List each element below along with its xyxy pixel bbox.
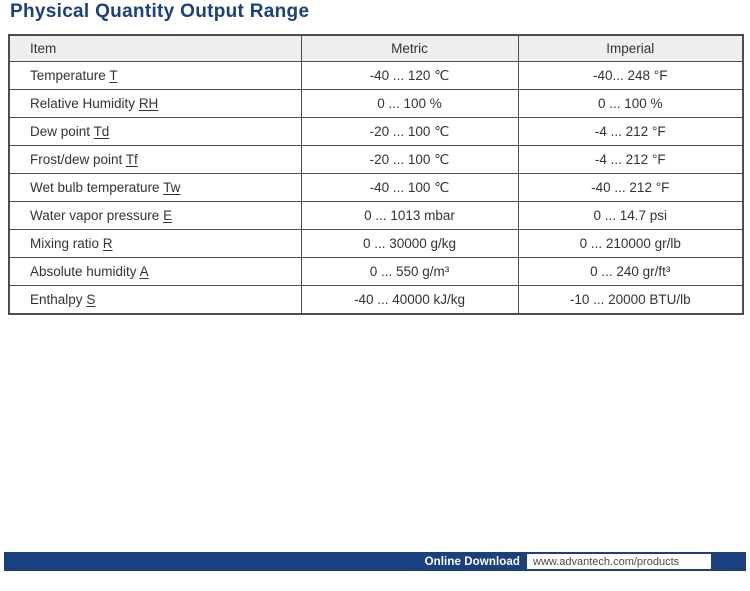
table-row: Wet bulb temperature Tw -40 ... 100 ℃ -4… xyxy=(8,173,744,202)
table-row: Enthalpy S -40 ... 40000 kJ/kg -10 ... 2… xyxy=(8,285,744,315)
imperial-cell: -40 ... 212 °F xyxy=(517,173,744,202)
metric-cell: 0 ... 100 % xyxy=(300,89,519,118)
item-symbol: Tf xyxy=(125,152,138,167)
item-label: Enthalpy xyxy=(30,292,83,307)
imperial-cell: 0 ... 14.7 psi xyxy=(517,201,744,230)
imperial-cell: -4 ... 212 °F xyxy=(517,117,744,146)
table-row: Absolute humidity A 0 ... 550 g/m³ 0 ...… xyxy=(8,257,744,286)
item-label: Wet bulb temperature xyxy=(30,180,160,195)
item-symbol: Tw xyxy=(163,180,181,195)
table-row: Water vapor pressure E 0 ... 1013 mbar 0… xyxy=(8,201,744,230)
table-row: Mixing ratio R 0 ... 30000 g/kg 0 ... 21… xyxy=(8,229,744,258)
metric-cell: -40 ... 120 ℃ xyxy=(300,61,519,90)
output-range-table: Item Metric Imperial Temperature T -40 .… xyxy=(8,34,744,315)
imperial-cell: 0 ... 100 % xyxy=(517,89,744,118)
item-symbol: T xyxy=(109,68,118,83)
item-label: Dew point xyxy=(30,124,91,139)
item-symbol: RH xyxy=(138,96,159,111)
item-label: Absolute humidity xyxy=(30,264,137,279)
metric-cell: 0 ... 550 g/m³ xyxy=(300,257,519,286)
item-cell: Temperature T xyxy=(8,61,302,90)
item-cell: Absolute humidity A xyxy=(8,257,302,286)
metric-cell: 0 ... 30000 g/kg xyxy=(300,229,519,258)
online-download-label: Online Download xyxy=(424,555,520,568)
item-symbol: E xyxy=(163,208,173,223)
footer-url: www.advantech.com/products xyxy=(533,555,680,568)
item-label: Frost/dew point xyxy=(30,152,123,167)
item-label: Water vapor pressure xyxy=(30,208,160,223)
item-label: Mixing ratio xyxy=(30,236,100,251)
item-symbol: Td xyxy=(93,124,110,139)
item-label: Temperature xyxy=(30,68,106,83)
metric-cell: 0 ... 1013 mbar xyxy=(300,201,519,230)
footer-bar: Online Download www.advantech.com/produc… xyxy=(4,552,746,571)
imperial-cell: 0 ... 210000 gr/lb xyxy=(517,229,744,258)
table-row: Relative Humidity RH 0 ... 100 % 0 ... 1… xyxy=(8,89,744,118)
metric-cell: -20 ... 100 ℃ xyxy=(300,145,519,174)
table-row: Temperature T -40 ... 120 ℃ -40... 248 °… xyxy=(8,61,744,90)
metric-cell: -40 ... 40000 kJ/kg xyxy=(300,285,519,315)
item-label: Relative Humidity xyxy=(30,96,136,111)
metric-cell: -20 ... 100 ℃ xyxy=(300,117,519,146)
page-title: Physical Quantity Output Range xyxy=(10,1,310,22)
item-cell: Dew point Td xyxy=(8,117,302,146)
item-symbol: S xyxy=(86,292,96,307)
item-cell: Frost/dew point Tf xyxy=(8,145,302,174)
item-cell: Relative Humidity RH xyxy=(8,89,302,118)
item-cell: Water vapor pressure E xyxy=(8,201,302,230)
item-cell: Mixing ratio R xyxy=(8,229,302,258)
table-header-row: Item Metric Imperial xyxy=(8,34,744,62)
table-row: Dew point Td -20 ... 100 ℃ -4 ... 212 °F xyxy=(8,117,744,146)
column-header-metric: Metric xyxy=(300,34,519,62)
imperial-cell: -4 ... 212 °F xyxy=(517,145,744,174)
column-header-imperial: Imperial xyxy=(517,34,744,62)
metric-cell: -40 ... 100 ℃ xyxy=(300,173,519,202)
imperial-cell: 0 ... 240 gr/ft³ xyxy=(517,257,744,286)
item-symbol: R xyxy=(102,236,113,251)
column-header-item: Item xyxy=(8,34,302,62)
footer-url-box: www.advantech.com/products xyxy=(527,554,711,569)
table-row: Frost/dew point Tf -20 ... 100 ℃ -4 ... … xyxy=(8,145,744,174)
item-cell: Wet bulb temperature Tw xyxy=(8,173,302,202)
imperial-cell: -40... 248 °F xyxy=(517,61,744,90)
item-symbol: A xyxy=(139,264,149,279)
item-cell: Enthalpy S xyxy=(8,285,302,315)
imperial-cell: -10 ... 20000 BTU/lb xyxy=(517,285,744,315)
